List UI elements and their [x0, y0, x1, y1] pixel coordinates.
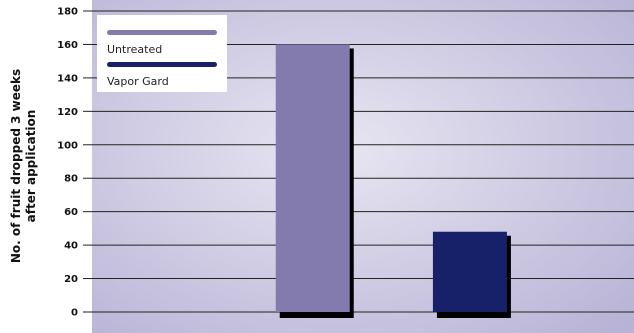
- y-tick-label-60: 60: [64, 207, 78, 218]
- legend-label-vapor-gard: Vapor Gard: [107, 75, 169, 88]
- legend: Untreated Vapor Gard: [97, 15, 227, 92]
- y-tick-label-180: 180: [57, 7, 78, 18]
- y-tick-label-40: 40: [64, 241, 78, 252]
- y-tick-label-0: 0: [71, 308, 78, 319]
- legend-swatch-untreated: [107, 30, 217, 35]
- legend-box: [97, 15, 227, 92]
- y-tick-label-120: 120: [57, 107, 78, 118]
- legend-label-untreated: Untreated: [107, 43, 162, 56]
- y-tick-label-100: 100: [57, 140, 78, 151]
- y-tick-label-80: 80: [64, 174, 78, 185]
- y-axis-title-line-1: No. of fruit dropped 3 weeks: [9, 69, 23, 263]
- y-axis-title-line-2: after application: [24, 110, 38, 223]
- legend-swatch-vapor-gard: [107, 62, 217, 67]
- y-axis-ticks: 0 20 40 60 80 100 120 140 160 180: [57, 7, 92, 319]
- y-tick-label-20: 20: [64, 274, 78, 285]
- bar-vapor-gard: [432, 231, 507, 312]
- y-tick-label-160: 160: [57, 40, 78, 51]
- bars: [275, 44, 511, 318]
- bar-untreated: [275, 44, 350, 312]
- y-tick-label-140: 140: [57, 73, 78, 84]
